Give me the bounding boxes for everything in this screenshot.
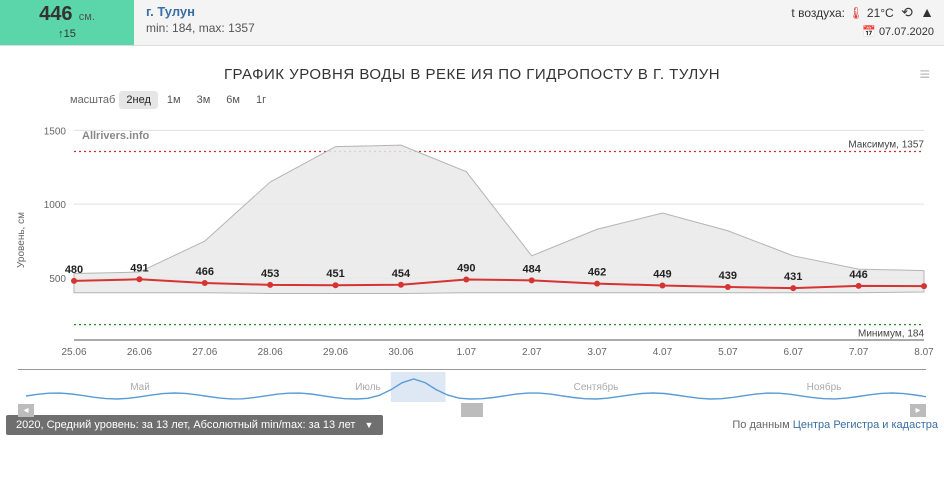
nav-arrow-left[interactable]: ◂ xyxy=(18,404,34,417)
temp-label: t воздуха: xyxy=(791,6,845,20)
svg-text:454: 454 xyxy=(392,268,411,280)
svg-text:7.07: 7.07 xyxy=(849,347,869,358)
minmax-text: min: 184, max: 1357 xyxy=(146,21,769,35)
svg-text:449: 449 xyxy=(653,268,671,280)
scale-btn-1г[interactable]: 1г xyxy=(249,91,273,109)
level-value: 446 xyxy=(39,3,72,25)
svg-text:Ноябрь: Ноябрь xyxy=(807,381,842,393)
temp-value: 21°C xyxy=(867,6,894,20)
svg-text:484: 484 xyxy=(523,263,542,275)
svg-text:5.07: 5.07 xyxy=(718,347,738,358)
chart-container: ≡ ГРАФИК УРОВНЯ ВОДЫ В РЕКЕ ИЯ ПО ГИДРОП… xyxy=(0,46,944,409)
caret-down-icon: ▼ xyxy=(364,420,373,430)
scale-btn-3м[interactable]: 3м xyxy=(190,91,218,109)
svg-text:1000: 1000 xyxy=(44,200,67,211)
svg-text:Allrivers.info: Allrivers.info xyxy=(82,130,150,142)
scale-selector: масштаб 2нед1м3м6м1г xyxy=(10,91,934,115)
svg-text:466: 466 xyxy=(196,266,214,278)
svg-text:8.07: 8.07 xyxy=(914,347,934,358)
header-bar: 446 см. ↑15 г. Тулун min: 184, max: 1357… xyxy=(0,0,944,46)
svg-text:480: 480 xyxy=(65,264,83,276)
svg-text:30.06: 30.06 xyxy=(388,347,413,358)
svg-text:431: 431 xyxy=(784,271,802,283)
warning-icon[interactable]: ▲ xyxy=(920,4,934,20)
svg-text:1.07: 1.07 xyxy=(457,347,477,358)
svg-text:3.07: 3.07 xyxy=(587,347,607,358)
svg-text:1500: 1500 xyxy=(44,126,67,137)
scale-label: масштаб xyxy=(70,94,115,106)
data-credit: По данным Центра Регистра и кадастра xyxy=(732,419,938,431)
header-middle: г. Тулун min: 184, max: 1357 xyxy=(134,0,781,45)
svg-text:4.07: 4.07 xyxy=(653,347,673,358)
header-right: t воздуха: 🌡 21°C ⟲ ▲ 📅 07.07.2020 xyxy=(781,0,944,45)
navigator[interactable]: МайИюльСентябрьНоябрь ◂ ▸ xyxy=(18,369,926,409)
svg-text:Максимум, 1357: Максимум, 1357 xyxy=(848,139,924,150)
svg-text:Минимум, 184: Минимум, 184 xyxy=(858,329,924,340)
svg-text:453: 453 xyxy=(261,268,279,280)
nav-arrow-right[interactable]: ▸ xyxy=(910,404,926,417)
level-unit: см. xyxy=(79,11,95,23)
svg-text:Июль: Июль xyxy=(355,382,381,393)
svg-text:491: 491 xyxy=(130,262,148,274)
svg-text:6.07: 6.07 xyxy=(783,347,803,358)
sync-icon[interactable]: ⟲ xyxy=(901,4,913,20)
date-value: 07.07.2020 xyxy=(879,26,934,38)
current-level-box: 446 см. ↑15 xyxy=(0,0,134,45)
chart-title: ГРАФИК УРОВНЯ ВОДЫ В РЕКЕ ИЯ ПО ГИДРОПОС… xyxy=(10,66,934,83)
svg-text:2.07: 2.07 xyxy=(522,347,542,358)
svg-text:439: 439 xyxy=(719,270,737,282)
svg-text:29.06: 29.06 xyxy=(323,347,348,358)
svg-text:446: 446 xyxy=(849,269,867,281)
legend-text: 2020, Средний уровень: за 13 лет, Абсолю… xyxy=(16,419,355,431)
svg-text:Уровень, см: Уровень, см xyxy=(16,212,27,268)
svg-text:26.06: 26.06 xyxy=(127,347,152,358)
thermometer-icon: 🌡 xyxy=(848,6,863,20)
scale-btn-2нед[interactable]: 2нед xyxy=(119,91,158,109)
svg-text:451: 451 xyxy=(326,268,344,280)
footer-bar: 2020, Средний уровень: за 13 лет, Абсолю… xyxy=(0,415,944,441)
chart-menu-icon[interactable]: ≡ xyxy=(919,64,930,85)
svg-text:27.06: 27.06 xyxy=(192,347,217,358)
nav-handle[interactable] xyxy=(461,403,483,417)
svg-text:28.06: 28.06 xyxy=(258,347,283,358)
svg-text:25.06: 25.06 xyxy=(61,347,86,358)
svg-text:490: 490 xyxy=(457,262,475,274)
svg-text:462: 462 xyxy=(588,267,606,279)
level-delta: ↑15 xyxy=(0,28,134,40)
date-row: 📅 07.07.2020 xyxy=(791,25,934,38)
chart-plot[interactable]: 50010001500Уровень, смAllrivers.infoМакс… xyxy=(10,115,934,365)
city-name[interactable]: г. Тулун xyxy=(146,4,769,19)
svg-text:Сентябрь: Сентябрь xyxy=(574,381,619,393)
scale-btn-6м[interactable]: 6м xyxy=(219,91,247,109)
credit-link[interactable]: Центра Регистра и кадастра xyxy=(793,419,938,431)
scale-btn-1м[interactable]: 1м xyxy=(160,91,188,109)
svg-text:Май: Май xyxy=(130,382,150,393)
calendar-icon: 📅 xyxy=(862,26,876,38)
legend-selector[interactable]: 2020, Средний уровень: за 13 лет, Абсолю… xyxy=(6,415,383,435)
temperature-row: t воздуха: 🌡 21°C ⟲ ▲ xyxy=(791,4,934,21)
